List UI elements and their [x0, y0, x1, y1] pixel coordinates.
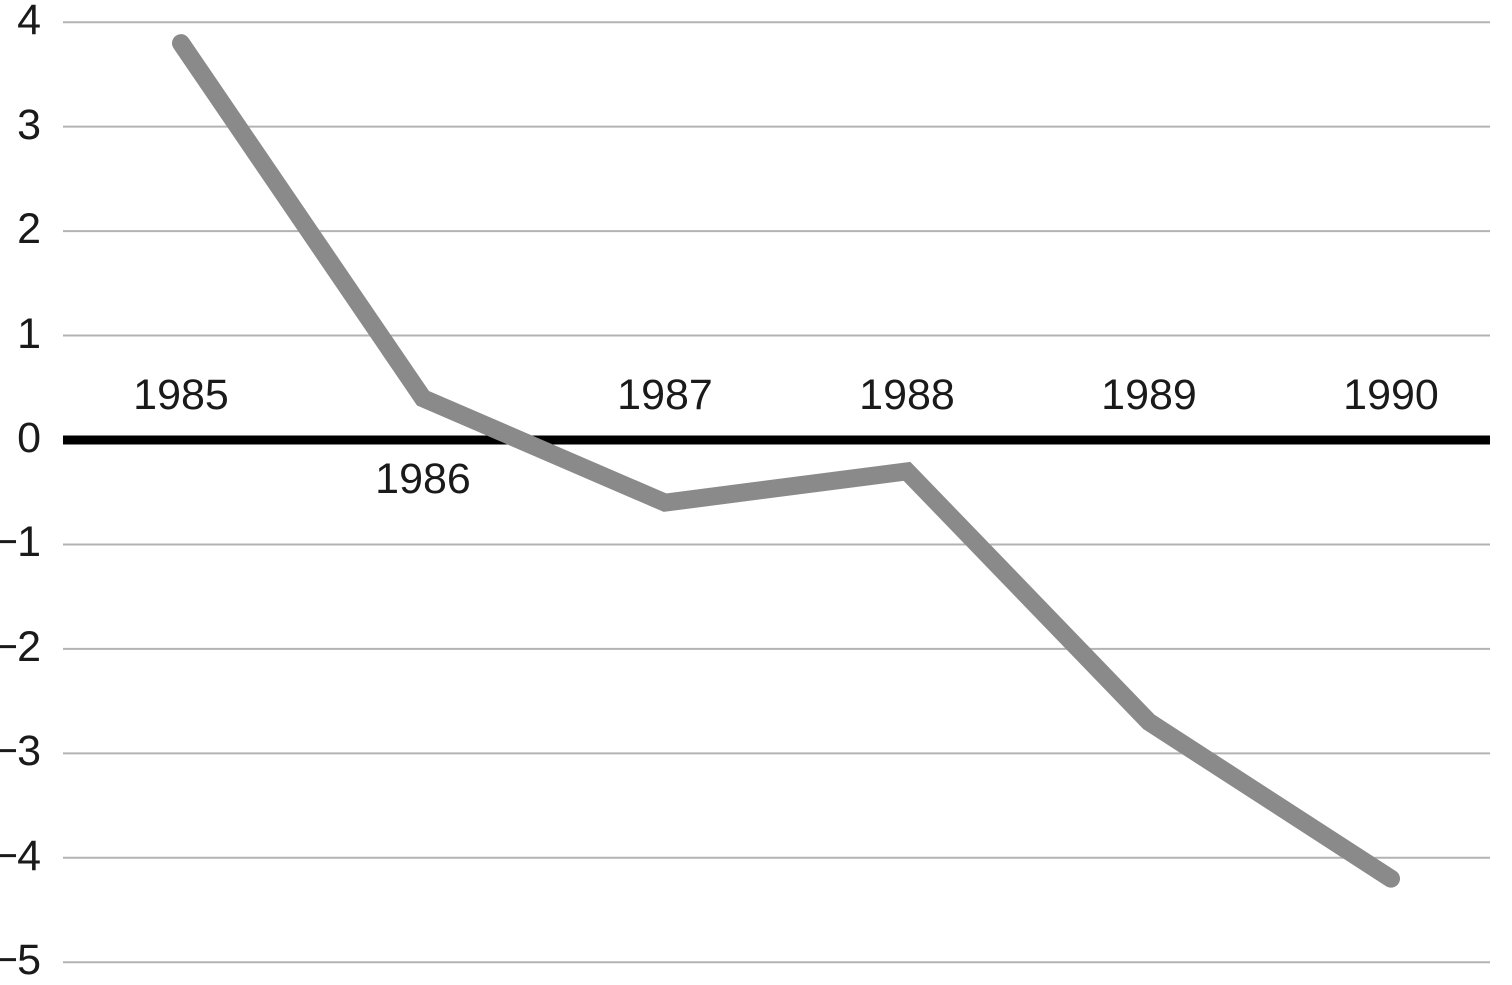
x-year-label: 1986: [375, 454, 471, 503]
y-tick-label: 3: [17, 100, 41, 149]
y-tick-label: −4: [0, 831, 41, 880]
y-tick-label: −5: [0, 935, 41, 984]
y-tick-label: 0: [17, 413, 41, 462]
y-tick-label: −3: [0, 727, 41, 776]
x-year-label: 1989: [1101, 370, 1197, 419]
x-year-label: 1987: [617, 370, 713, 419]
x-year-label: 1988: [859, 370, 955, 419]
y-tick-label: 1: [17, 309, 41, 358]
x-year-label: 1985: [133, 370, 229, 419]
y-tick-label: −1: [0, 518, 41, 567]
x-year-label: 1990: [1343, 370, 1439, 419]
y-tick-label: −2: [0, 622, 41, 671]
y-tick-label: 2: [17, 204, 41, 253]
data-line: [172, 34, 1400, 888]
y-tick-label: 4: [17, 0, 41, 45]
